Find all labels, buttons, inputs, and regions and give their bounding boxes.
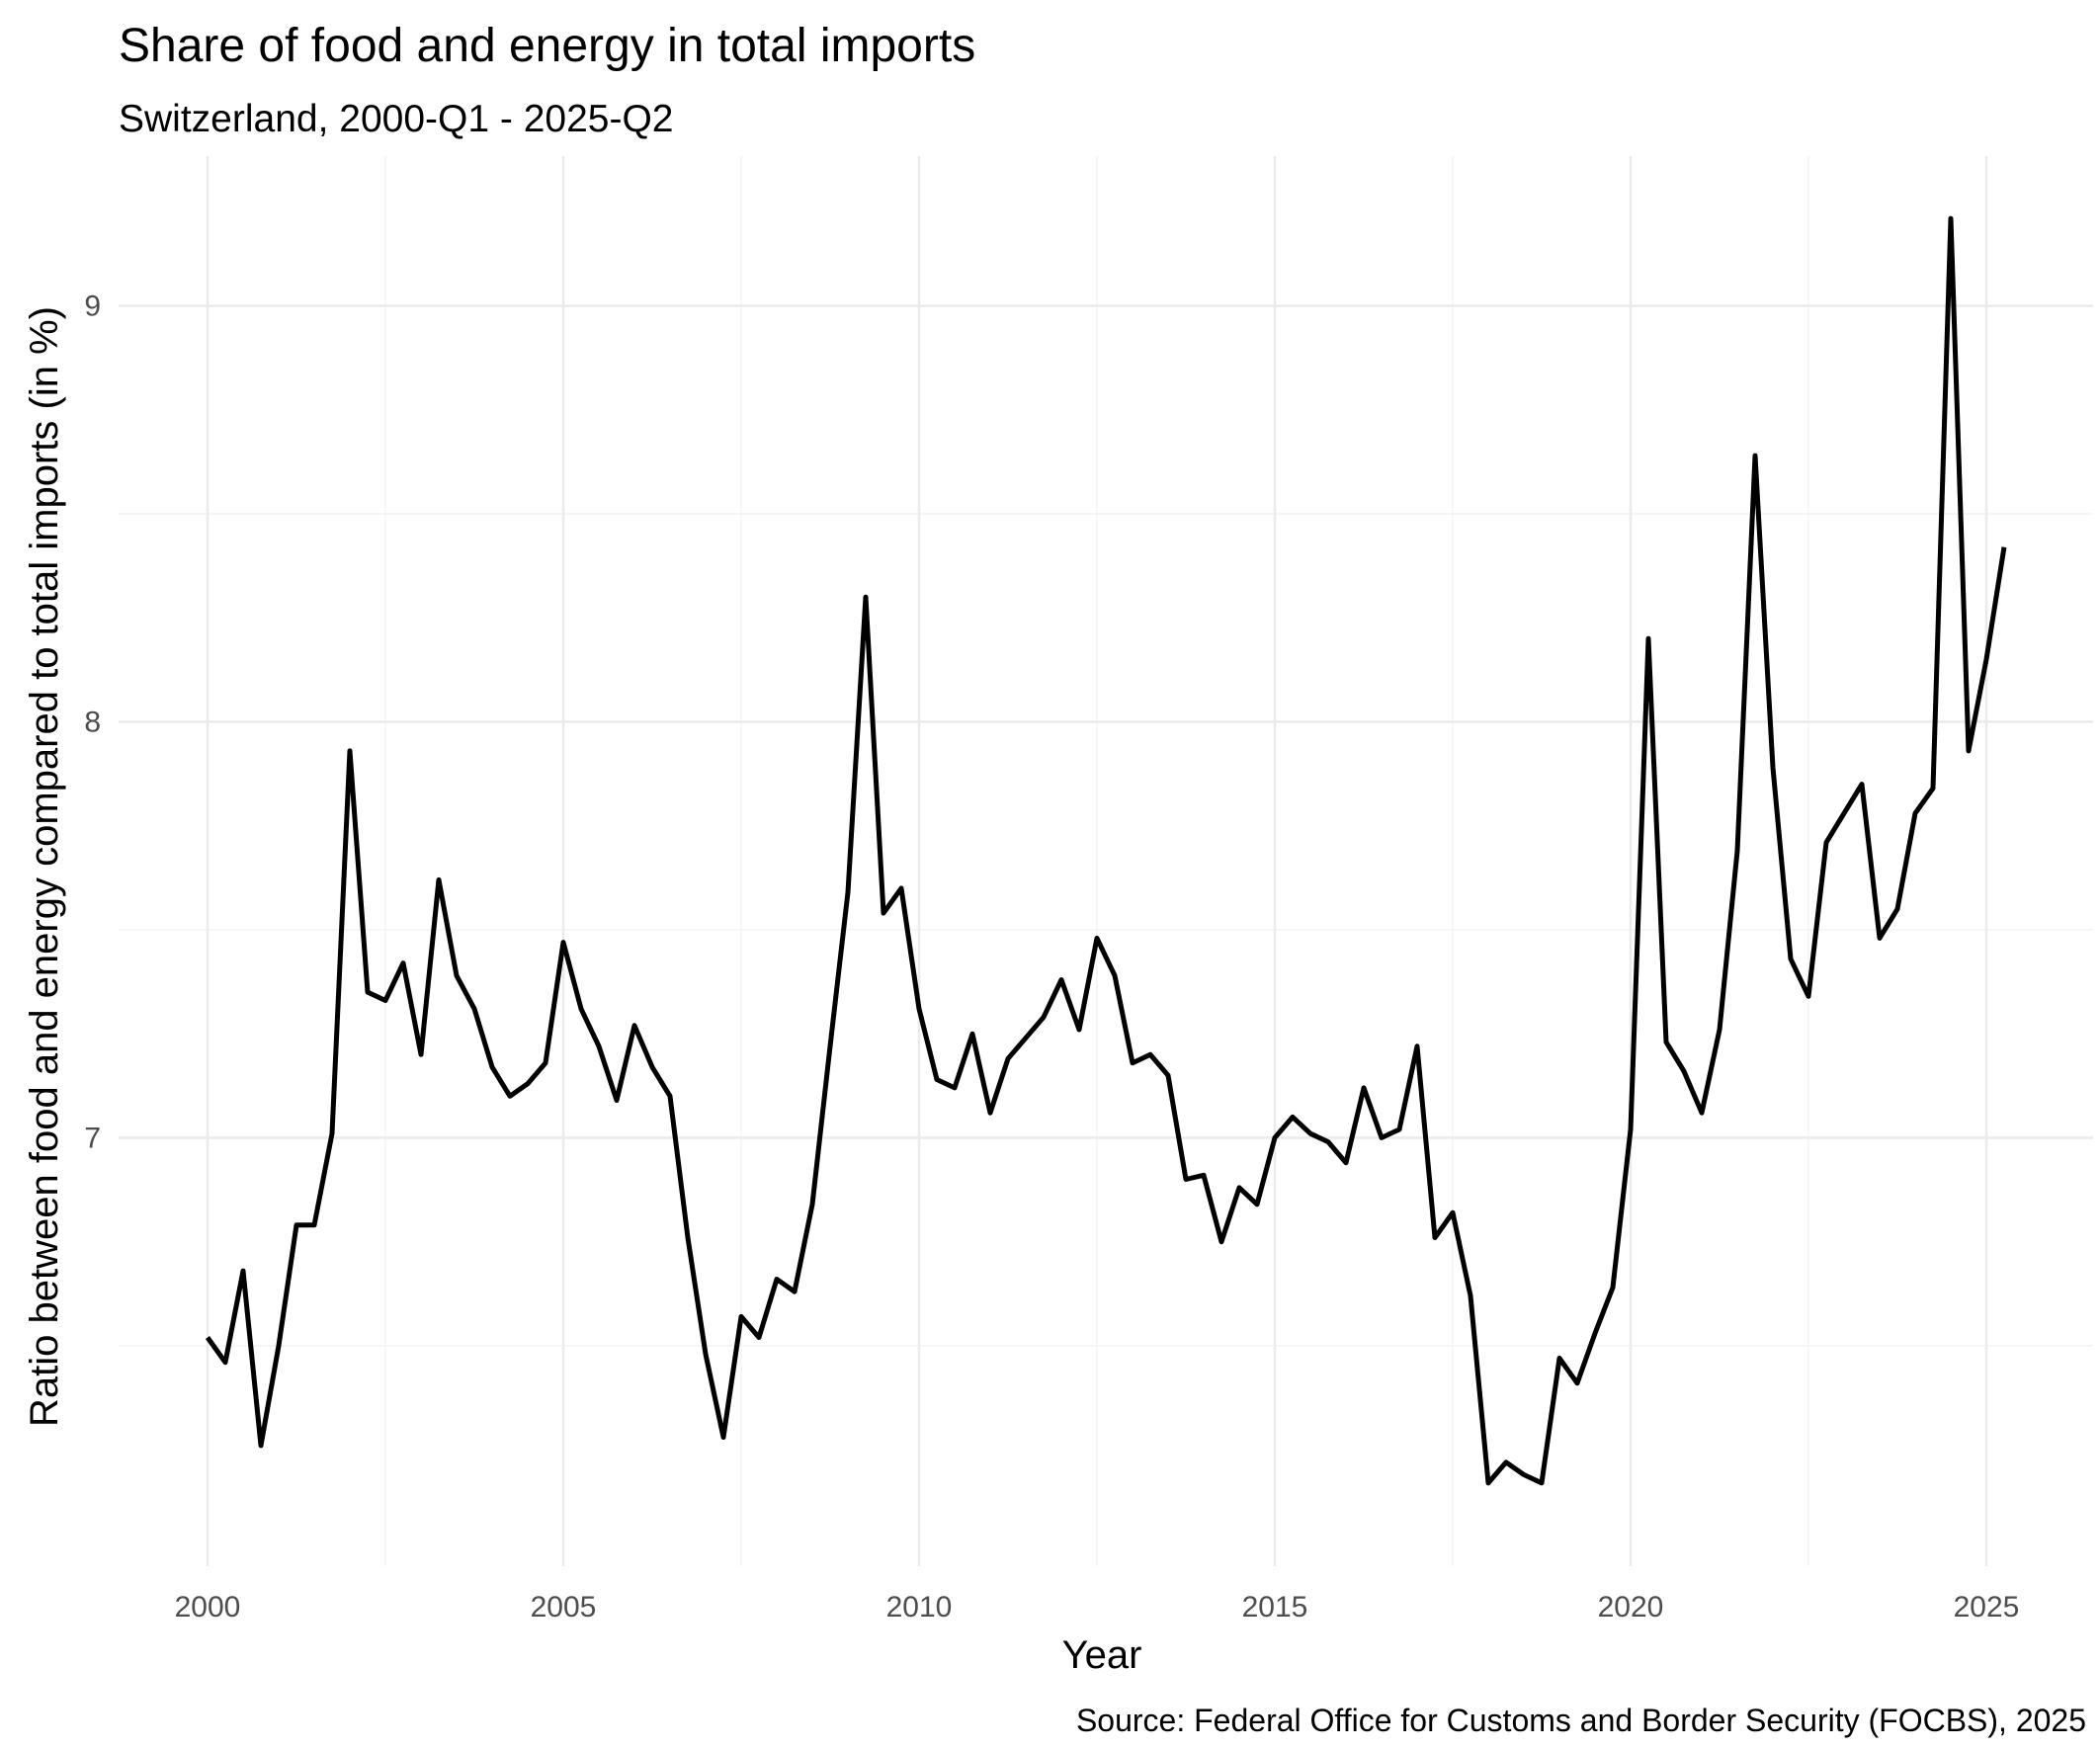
grid: [119, 156, 2093, 1566]
y-tick-label: 7: [84, 1122, 101, 1154]
x-axis-title: Year: [1062, 1633, 1142, 1677]
x-tick-label: 2010: [886, 1591, 953, 1624]
y-axis-ticks: 7 8 9: [84, 291, 101, 1155]
series-line: [205, 215, 2007, 1486]
chart-caption: Source: Federal Office for Customs and B…: [1076, 1703, 2086, 1738]
x-tick-label: 2025: [1954, 1591, 2020, 1624]
plot-area: [205, 215, 2007, 1486]
x-tick-label: 2015: [1242, 1591, 1308, 1624]
x-tick-label: 2020: [1598, 1591, 1664, 1624]
y-tick-label: 9: [84, 291, 101, 323]
x-tick-label: 2005: [531, 1591, 597, 1624]
y-axis-title: Ratio between food and energy compared t…: [23, 306, 66, 1427]
chart-subtitle: Switzerland, 2000-Q1 - 2025-Q2: [119, 98, 673, 140]
x-axis-ticks: 2000 2005 2010 2015 2020 2025: [175, 1591, 2020, 1624]
x-tick-label: 2000: [175, 1591, 241, 1624]
y-tick-label: 8: [84, 706, 101, 738]
chart-title: Share of food and energy in total import…: [119, 20, 975, 72]
